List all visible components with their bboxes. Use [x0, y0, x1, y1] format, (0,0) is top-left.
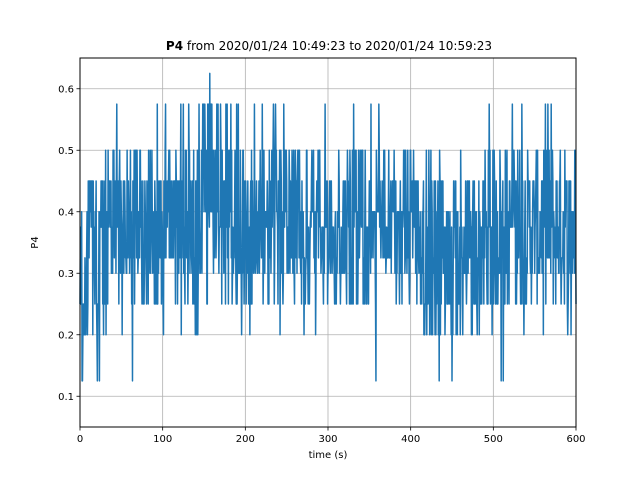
- x-tick-label: 0: [77, 434, 83, 445]
- y-axis-label: P4: [30, 236, 41, 248]
- data-layer: [79, 72, 577, 382]
- y-tick-label: 0.1: [58, 392, 74, 403]
- y-tick-label: 0.2: [58, 330, 74, 341]
- x-tick-label: 200: [236, 434, 255, 445]
- x-axis-label: time (s): [309, 450, 348, 461]
- x-tick-label: 600: [566, 434, 585, 445]
- x-tick-label: 500: [484, 434, 503, 445]
- series-line: [79, 72, 577, 382]
- chart-title: P4 from 2020/01/24 10:49:23 to 2020/01/2…: [166, 39, 492, 53]
- chart-title-series: P4: [166, 39, 183, 53]
- x-tick-label: 300: [318, 434, 337, 445]
- y-tick-label: 0.5: [58, 146, 74, 157]
- axes: 0 100 200 300 400 500 600 0.1 0.2 0.3 0.4 0.5 0.6: [58, 84, 585, 445]
- y-tick-label: 0.3: [58, 269, 74, 280]
- chart-title-range: from 2020/01/24 10:49:23 to 2020/01/24 1…: [183, 39, 492, 53]
- x-tick-label: 400: [401, 434, 420, 445]
- x-tick-label: 100: [153, 434, 172, 445]
- y-tick-label: 0.6: [58, 84, 74, 95]
- y-tick-label: 0.4: [58, 207, 74, 218]
